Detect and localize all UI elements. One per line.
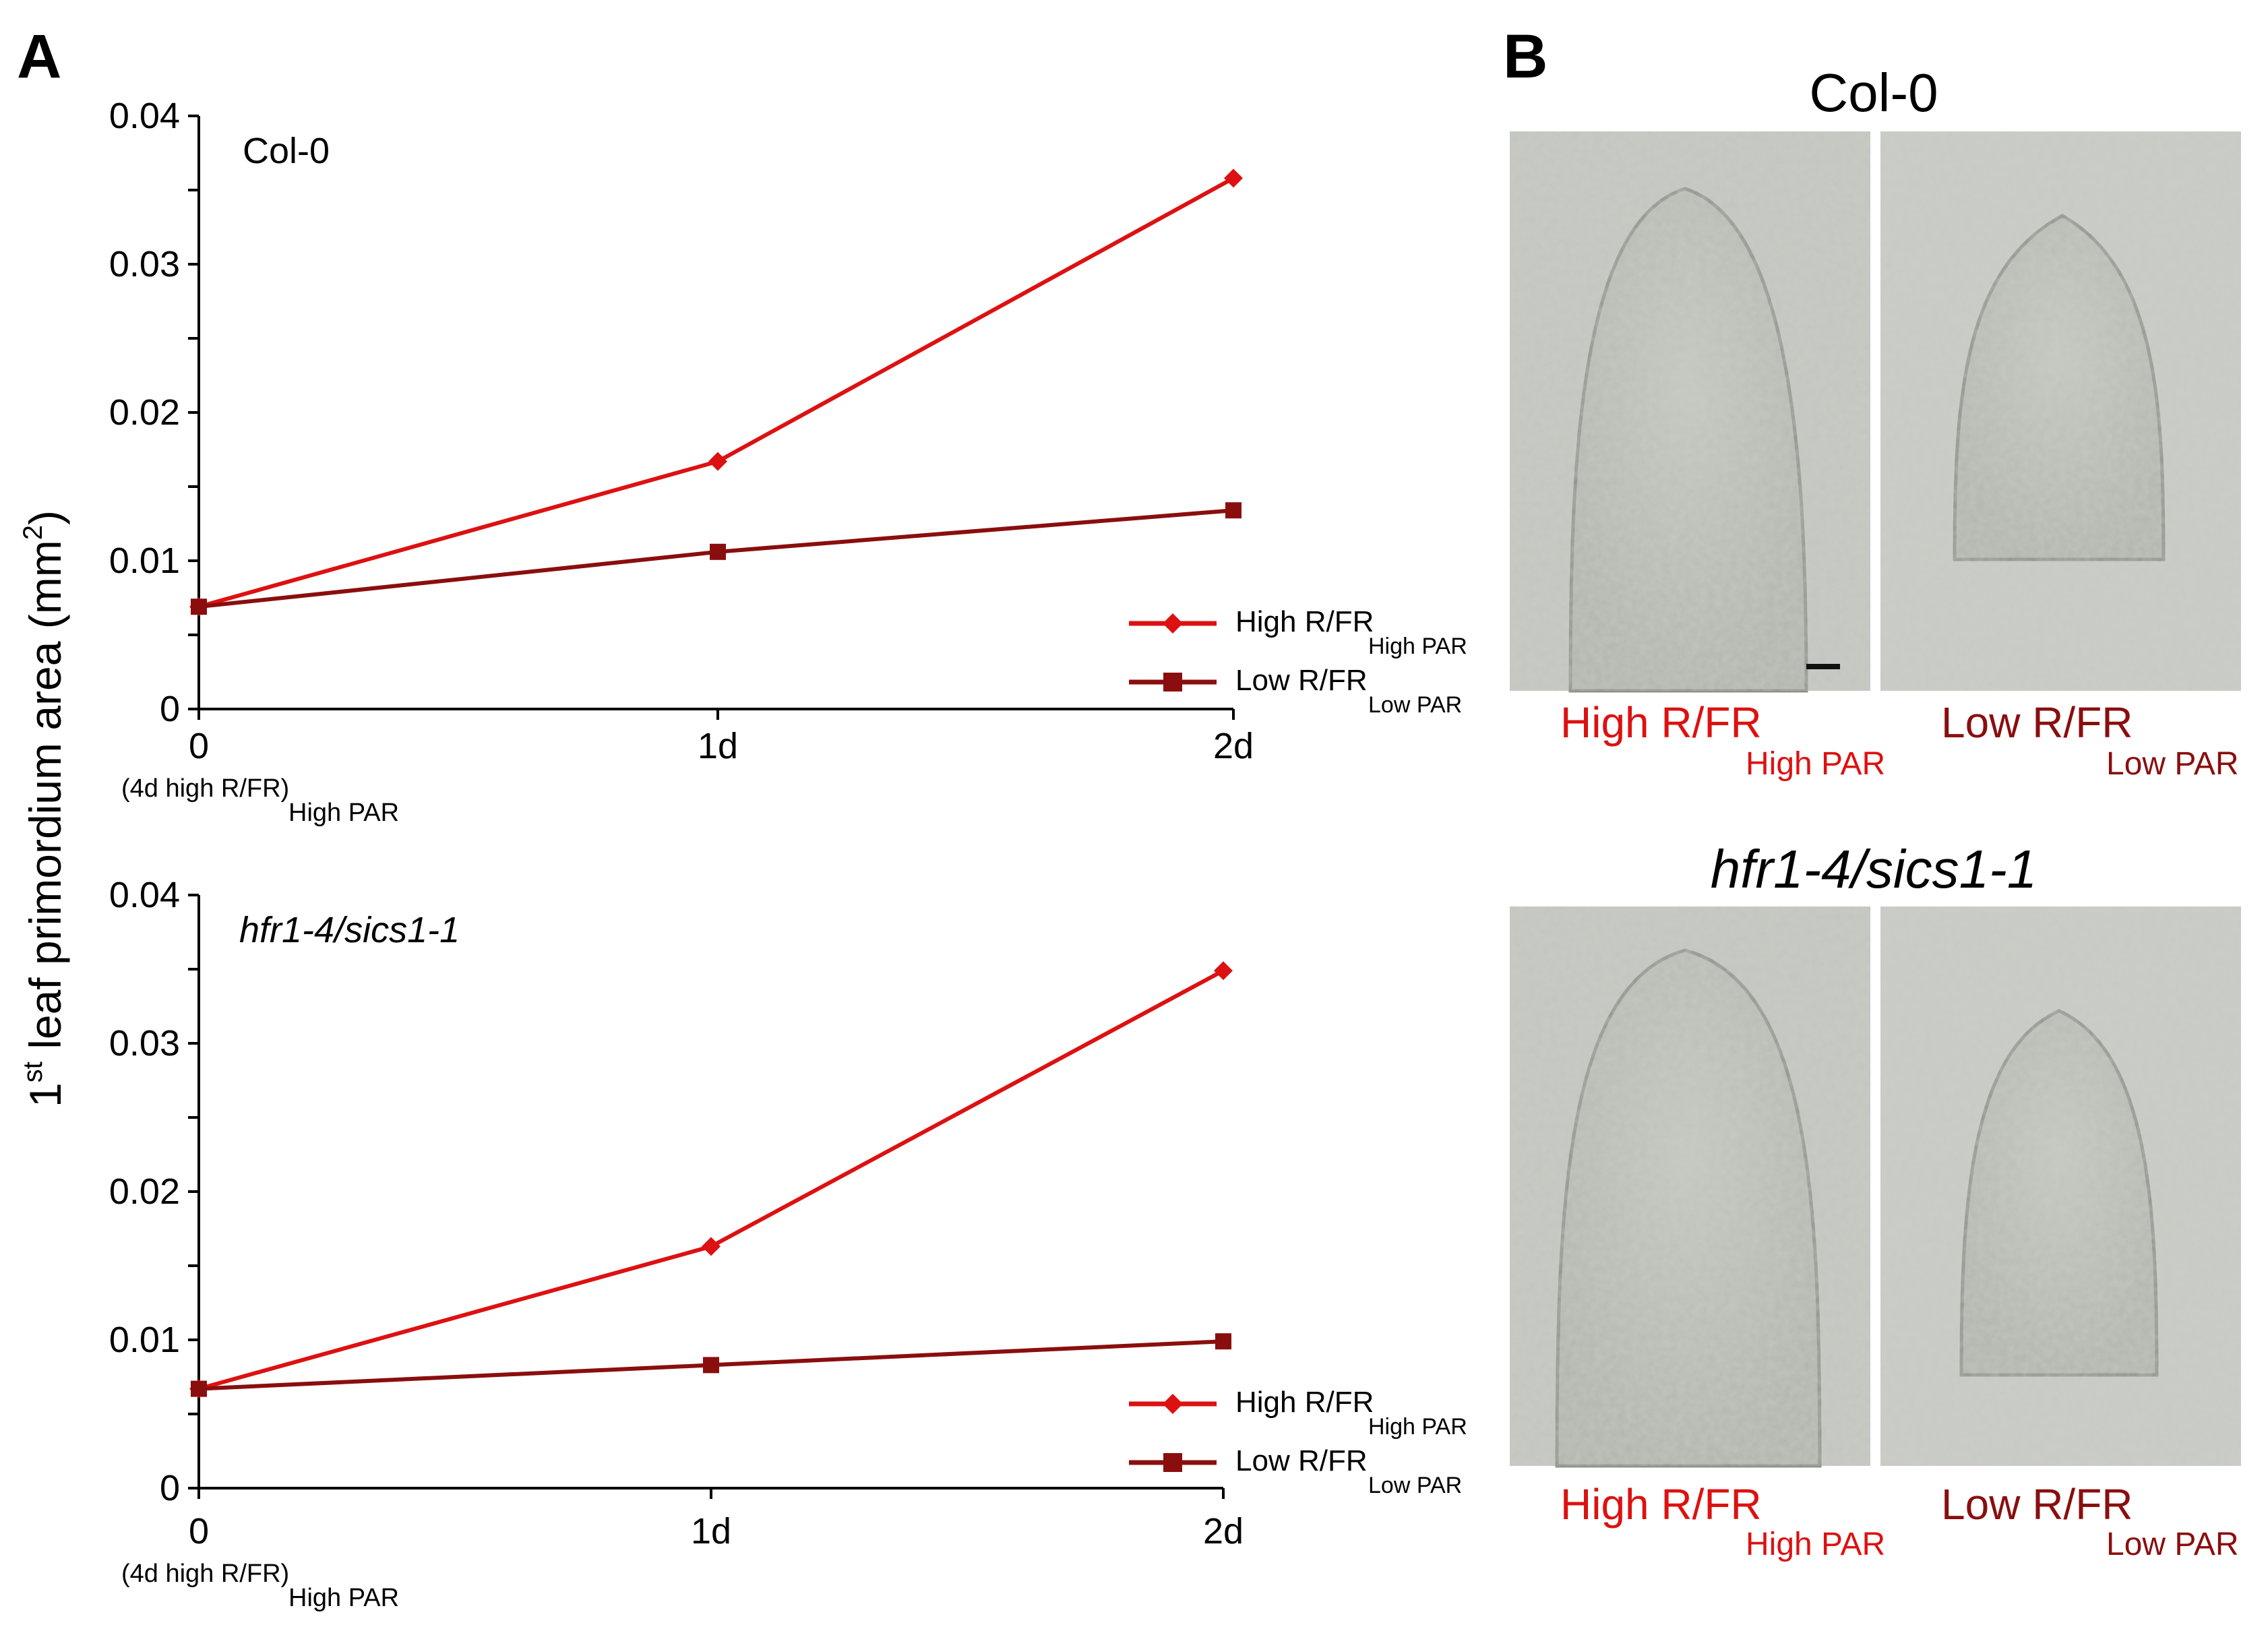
legend-swatch-square bbox=[1163, 673, 1182, 691]
ylabel-sup2: 2 bbox=[18, 525, 48, 540]
x-sublabel-sub: High PAR bbox=[288, 799, 399, 827]
x-sublabel-main: (4d high R/FR) bbox=[121, 774, 289, 803]
y-tick-label: 0 bbox=[160, 1468, 180, 1508]
x-sublabel-main: (4d high R/FR) bbox=[121, 1560, 289, 1588]
legend-label: Low R/FR bbox=[1235, 1444, 1368, 1477]
data-point-diamond bbox=[1214, 961, 1233, 981]
data-point-square bbox=[191, 598, 207, 615]
y-tick-label: 0.01 bbox=[109, 541, 180, 581]
y-tick-label: 0 bbox=[160, 689, 180, 729]
inset-genotype-label: hfr1-4/sics1-1 bbox=[239, 910, 460, 950]
ylabel-sup: st bbox=[18, 1062, 48, 1082]
legend-label: Low R/FR bbox=[1235, 664, 1368, 697]
y-tick-label: 0.02 bbox=[109, 1171, 180, 1212]
legend-sublabel: High PAR bbox=[1368, 1414, 1467, 1440]
ylabel-close: ) bbox=[20, 510, 70, 525]
y-tick-label: 0.04 bbox=[109, 96, 180, 136]
data-point-square bbox=[703, 1357, 719, 1374]
micrograph-title-hfr1: hfr1-4/sics1-1 bbox=[1710, 839, 2037, 899]
micrograph-col0-low bbox=[1880, 131, 2241, 691]
micrograph-hfr1-high bbox=[1510, 906, 1870, 1468]
data-point-diamond bbox=[702, 1237, 721, 1256]
chart-col0: 00.010.020.030.040 1d 2d(4d high R/FR)High… bbox=[109, 96, 1467, 827]
x-tick-label: 1d bbox=[698, 726, 738, 766]
micrograph-col0-high bbox=[1510, 131, 1870, 693]
legend-swatch-diamond bbox=[1163, 1394, 1183, 1414]
series-line-high bbox=[198, 969, 1225, 1391]
micrograph-hfr1-low bbox=[1880, 906, 2241, 1466]
shared-y-axis-label: 1st leaf primordium area (mm2) bbox=[18, 510, 70, 1107]
series-line-high bbox=[198, 176, 1235, 609]
y-tick-label: 0.03 bbox=[109, 244, 180, 284]
micrograph-title-col0: Col-0 bbox=[1809, 63, 1938, 123]
legend-swatch-square bbox=[1163, 1453, 1182, 1472]
legend-sublabel: Low PAR bbox=[1368, 1473, 1462, 1498]
y-tick-label: 0.02 bbox=[109, 392, 180, 433]
x-tick-label: 0 bbox=[189, 726, 209, 766]
legend-swatch-diamond bbox=[1163, 613, 1183, 634]
y-tick-label: 0.03 bbox=[109, 1023, 180, 1064]
micro-label-col0-high: High R/FR bbox=[1560, 698, 1762, 747]
y-tick-label: 0.01 bbox=[109, 1320, 180, 1360]
micro-label-hfr1-low: Low R/FR bbox=[1941, 1480, 2133, 1529]
data-point-square bbox=[1225, 502, 1242, 519]
inset-genotype-label: Col-0 bbox=[243, 131, 330, 171]
y-tick-label: 0.04 bbox=[109, 875, 180, 915]
ylabel-prefix: 1 bbox=[20, 1082, 70, 1107]
micro-label-hfr1-high: High R/FR bbox=[1560, 1480, 1762, 1529]
x-tick-label: 2d bbox=[1203, 1511, 1244, 1551]
micro-sublabel-col0-high: High PAR bbox=[1746, 746, 1886, 782]
legend-sublabel: High PAR bbox=[1368, 634, 1467, 659]
panel-letter-a: A bbox=[17, 22, 62, 91]
data-point-square bbox=[710, 543, 726, 560]
micro-sublabel-col0-low: Low PAR bbox=[2106, 746, 2239, 782]
data-point-diamond bbox=[1224, 168, 1243, 188]
legend-label: High R/FR bbox=[1235, 1386, 1374, 1419]
data-point-square bbox=[191, 1380, 207, 1397]
ylabel-main: leaf primordium area (mm bbox=[20, 540, 70, 1062]
micro-sublabel-hfr1-low: Low PAR bbox=[2106, 1527, 2239, 1562]
x-tick-label: 2d bbox=[1213, 726, 1254, 766]
panel-letter-b: B bbox=[1503, 22, 1548, 91]
chart-hfr1: 00.010.020.030.040 1d 2d(4d high R/FR)High… bbox=[109, 875, 1467, 1612]
x-tick-label: 1d bbox=[691, 1511, 731, 1551]
micro-label-col0-low: Low R/FR bbox=[1941, 698, 2133, 747]
data-point-square bbox=[1215, 1333, 1231, 1350]
micro-sublabel-hfr1-high: High PAR bbox=[1746, 1527, 1886, 1562]
x-sublabel-sub: High PAR bbox=[288, 1584, 399, 1612]
legend-label: High R/FR bbox=[1235, 605, 1374, 638]
x-tick-label: 0 bbox=[189, 1511, 209, 1551]
legend-sublabel: Low PAR bbox=[1368, 692, 1462, 718]
data-point-diamond bbox=[708, 452, 727, 471]
